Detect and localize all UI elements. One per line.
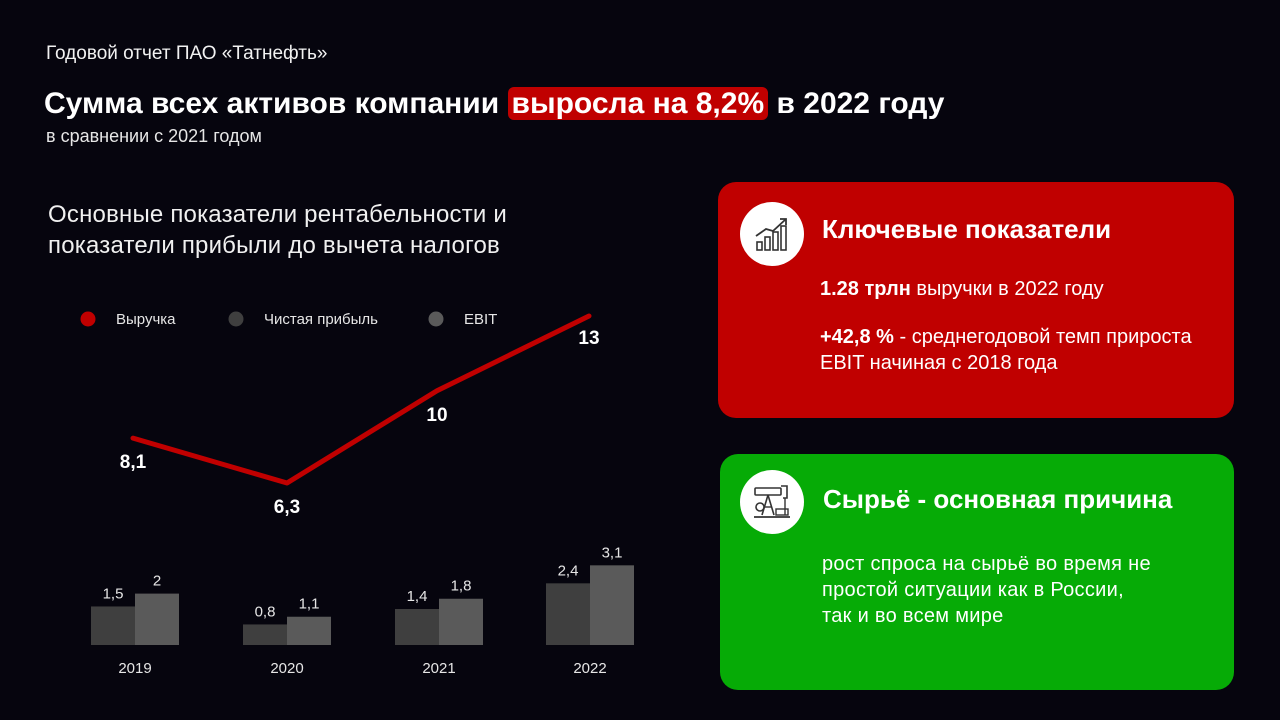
legend-marker [228,311,244,327]
headline-highlight: выросла на 8,2% [507,87,769,120]
chart-title: Основные показатели рентабельности и пок… [48,199,507,261]
ebit-growth-stat: +42,8 % - среднегодовой темп прироста EB… [820,324,1220,376]
oil-pump-icon [740,470,804,534]
bar-net-profit [546,583,590,645]
bar-ebit [590,565,634,645]
headline-end: в 2022 году [768,87,945,120]
bar-ebit [439,598,483,645]
bar-net-profit [395,609,439,645]
bar-ebit [287,616,331,645]
revenue-data-label: 8,1 [120,452,147,473]
key-metrics-card: Ключевые показатели 1.28 трлн выручки в … [718,182,1234,418]
ebit-growth-text: - среднегодовой темп прироста EBIT начин… [820,326,1192,374]
bar-ebit [135,593,179,645]
bar-data-label: 1,4 [407,588,428,605]
main-cause-title: Сырьё - основная причина [823,484,1173,514]
growth-chart-icon [740,202,804,266]
bar-net-profit [243,624,287,645]
legend-label: Выручка [116,311,176,328]
chart-title-line-2: показатели прибыли до вычета налогов [48,232,501,259]
legend-label: EBIT [464,311,497,328]
bar-data-label: 2 [153,573,161,590]
main-cause-text: рост спроса на сырьё во время не простой… [822,553,1151,627]
page-title: Сумма всех активов компании выросла на 8… [44,84,944,124]
bar-data-label: 0,8 [255,603,276,620]
x-tick-label: 2021 [422,660,455,677]
legend-label: Чистая прибыль [264,311,378,328]
chart-title-line-1: Основные показатели рентабельности и [48,201,507,228]
headline-start: Сумма всех активов компании [44,87,508,120]
x-tick-label: 2019 [118,660,151,677]
revenue-stat: 1.28 трлн выручки в 2022 году [820,276,1104,302]
bar-data-label: 1,8 [451,578,472,595]
revenue-data-label: 10 [426,405,447,426]
bar-data-label: 2,4 [558,562,579,579]
revenue-line [130,313,592,486]
report-label: Годовой отчет ПАО «Татнефть» [46,43,328,64]
page-subtitle: в сравнении с 2021 годом [46,126,262,146]
revenue-data-label: 13 [578,328,599,349]
main-cause-card: Сырьё - основная причина рост спроса на … [720,454,1234,690]
revenue-profit-chart: Выручка Чистая прибыль EBIT 8,1 6,3 10 13 1,5 2 2… [80,311,634,677]
legend-marker [428,311,444,327]
bar-data-label: 3,1 [602,544,623,561]
x-tick-label: 2020 [270,660,303,677]
legend-marker [80,311,96,327]
revenue-stat-text: выручки в 2022 году [910,278,1104,300]
revenue-stat-value: 1.28 трлн [820,278,911,300]
bar-data-label: 1,1 [299,596,320,613]
revenue-data-label: 6,3 [274,497,300,518]
key-metrics-title: Ключевые показатели [822,214,1112,244]
x-tick-label: 2022 [573,660,606,677]
ebit-growth-value: +42,8 % [820,326,894,348]
bar-net-profit [91,606,135,645]
bar-data-label: 1,5 [103,585,124,602]
